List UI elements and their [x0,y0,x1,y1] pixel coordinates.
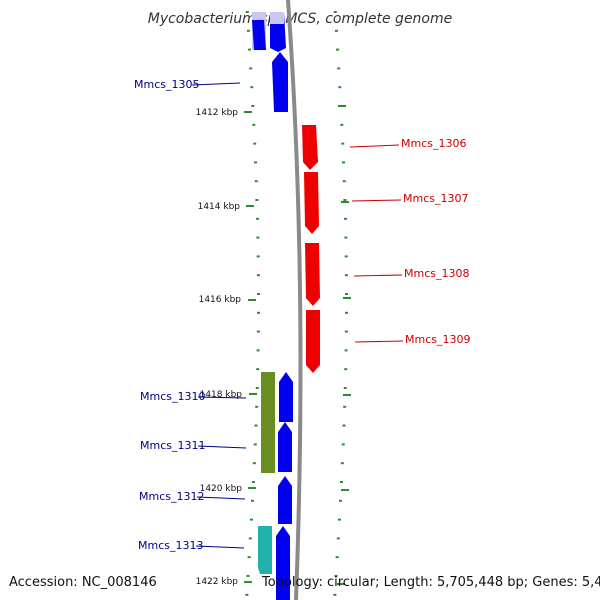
leader-line [353,274,403,277]
leader-line [196,496,246,500]
gene-arrow-mmcs-1305[interactable] [272,52,288,112]
summary-text: Topology: circular; Length: 5,705,448 bp… [261,575,600,590]
tick-label-1416: 1416 kbp [199,295,242,305]
leader-line [349,144,400,148]
leader-line [191,82,241,86]
map-title: Mycobacterium sp. MCS, complete genome [148,11,453,27]
olive-feature[interactable] [261,372,275,473]
gene-arrow-mmcs-1313[interactable] [276,526,290,600]
gene-arrow-top-blue[interactable] [252,20,266,50]
leader-line [197,396,247,399]
gene-label-mmcs-1307[interactable]: Mmcs_1307 [403,192,468,205]
genome-backbone [286,0,303,600]
gene-label-mmcs-1309[interactable]: Mmcs_1309 [405,333,470,346]
left-tick-marks [245,11,260,596]
leader-line [195,545,245,549]
gene-arrow-mmcs-1309[interactable] [306,310,320,373]
tick-label-1414: 1414 kbp [198,202,241,212]
gene-arrow-mmcs-1306[interactable] [302,125,318,170]
gene-label-mmcs-1310[interactable]: Mmcs_1310 [140,390,205,403]
gene-arrow-mmcs-1307[interactable] [304,172,319,234]
gene-arrow-mmcs-1308[interactable] [305,243,320,306]
gene-label-mmcs-1313[interactable]: Mmcs_1313 [138,539,203,552]
leader-line [197,445,247,449]
gene-arrow-top-shade [270,12,284,24]
tick-label-1412: 1412 kbp [196,108,239,118]
tick-label-1420: 1420 kbp [200,484,243,494]
gene-label-mmcs-1305[interactable]: Mmcs_1305 [134,78,199,91]
cyan-feature[interactable] [258,526,272,574]
leader-line [354,340,404,343]
tick-label-1422: 1422 kbp [196,577,239,587]
gene-label-mmcs-1308[interactable]: Mmcs_1308 [404,267,469,280]
gene-label-mmcs-1311[interactable]: Mmcs_1311 [140,439,205,452]
leader-line [351,199,402,202]
right-tick-marks [333,11,348,596]
gene-arrow-mmcs-1311[interactable] [278,422,292,472]
tick-label-1418: 1418 kbp [200,390,243,400]
accession-text: Accession: NC_008146 [9,575,157,590]
gene-label-mmcs-1306[interactable]: Mmcs_1306 [401,137,466,150]
gene-arrow-mmcs-1312[interactable] [278,476,292,524]
gene-arrow-mmcs-1310[interactable] [279,372,293,422]
gene-label-mmcs-1312[interactable]: Mmcs_1312 [139,490,204,503]
